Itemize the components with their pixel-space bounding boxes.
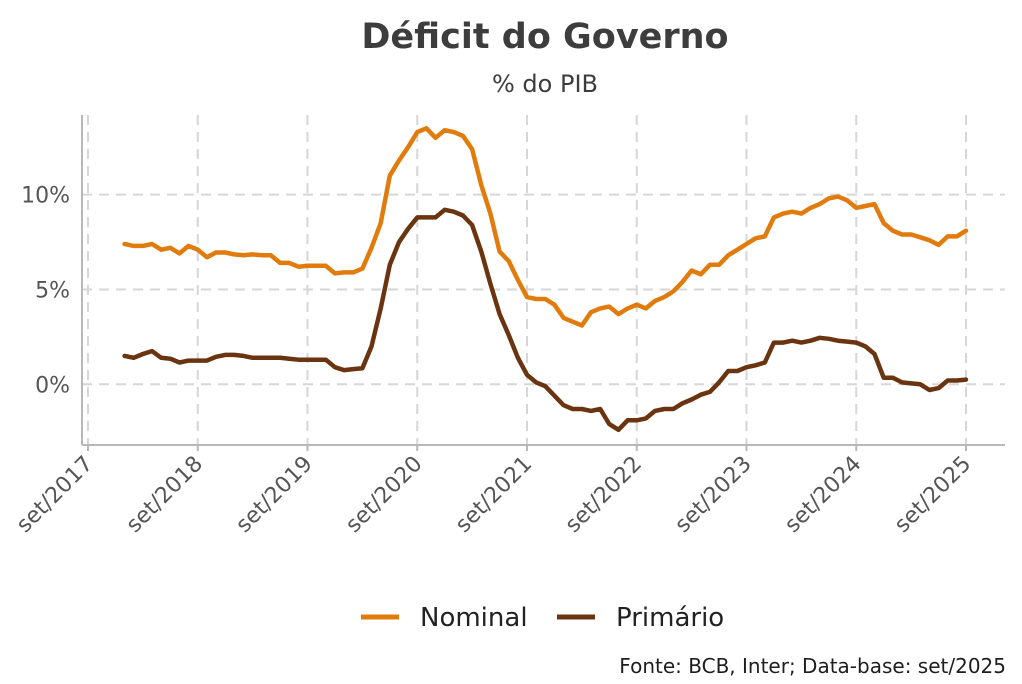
x-tick-label: set/2017 [12,452,98,538]
x-tick-label: set/2018 [122,452,208,538]
chart-subtitle: % do PIB [492,70,598,98]
legend-item-nominal: Nominal [361,603,528,633]
x-axis-ticks: set/2017 set/2018 set/2019 set/2020 set/2021… [12,452,976,538]
grid [82,115,1005,445]
y-tick-label: 5% [35,278,70,303]
series-line-nominal [122,126,969,328]
legend-label-nominal: Nominal [420,603,528,633]
x-tick-label: set/2020 [341,452,427,538]
x-tick-label: set/2019 [231,452,317,538]
axes [81,115,1005,451]
y-tick-label: 0% [35,373,70,398]
x-tick-label: set/2022 [561,452,647,538]
x-tick-label: set/2025 [890,452,976,538]
legend-item-primario: Primário [557,603,724,633]
legend-label-primario: Primário [616,603,724,633]
series-line-primario [122,207,969,433]
y-axis-ticks: 0% 5% 10% [21,184,70,399]
x-tick-label: set/2023 [670,452,756,538]
x-tick-label: set/2021 [451,452,537,538]
legend: Nominal Primário [361,603,724,633]
chart-caption: Fonte: BCB, Inter; Data-base: set/2025 [619,654,1006,678]
chart-title: Déficit do Governo [361,17,728,57]
y-tick-label: 10% [21,184,70,209]
series-lines [122,126,969,433]
x-tick-label: set/2024 [780,452,866,538]
